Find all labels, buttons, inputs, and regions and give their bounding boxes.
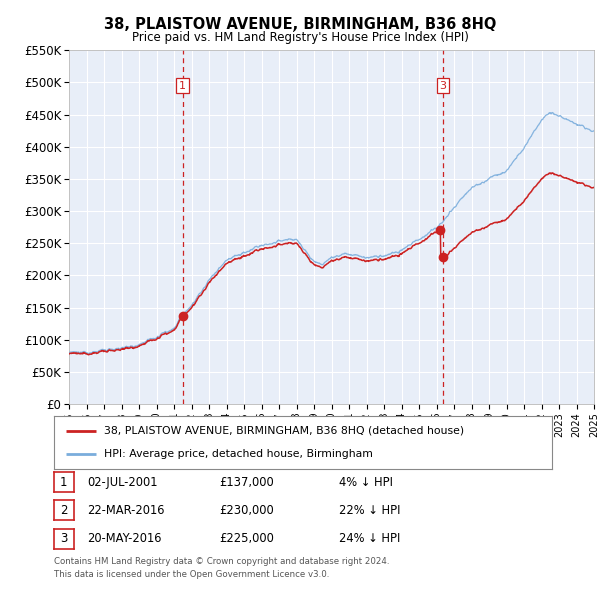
Text: 24% ↓ HPI: 24% ↓ HPI [339, 532, 400, 545]
Text: 02-JUL-2001: 02-JUL-2001 [87, 476, 157, 489]
Text: This data is licensed under the Open Government Licence v3.0.: This data is licensed under the Open Gov… [54, 571, 329, 579]
Text: £230,000: £230,000 [219, 504, 274, 517]
Text: 3: 3 [60, 532, 68, 545]
Text: 38, PLAISTOW AVENUE, BIRMINGHAM, B36 8HQ: 38, PLAISTOW AVENUE, BIRMINGHAM, B36 8HQ [104, 17, 496, 31]
Text: 2: 2 [60, 504, 68, 517]
Text: 22-MAR-2016: 22-MAR-2016 [87, 504, 164, 517]
Text: Price paid vs. HM Land Registry's House Price Index (HPI): Price paid vs. HM Land Registry's House … [131, 31, 469, 44]
Text: 22% ↓ HPI: 22% ↓ HPI [339, 504, 401, 517]
Text: £225,000: £225,000 [219, 532, 274, 545]
Text: 38, PLAISTOW AVENUE, BIRMINGHAM, B36 8HQ (detached house): 38, PLAISTOW AVENUE, BIRMINGHAM, B36 8HQ… [104, 426, 464, 436]
Text: 1: 1 [179, 81, 186, 90]
Text: 20-MAY-2016: 20-MAY-2016 [87, 532, 161, 545]
Text: 4% ↓ HPI: 4% ↓ HPI [339, 476, 393, 489]
Text: Contains HM Land Registry data © Crown copyright and database right 2024.: Contains HM Land Registry data © Crown c… [54, 558, 389, 566]
Text: 1: 1 [60, 476, 68, 489]
Text: HPI: Average price, detached house, Birmingham: HPI: Average price, detached house, Birm… [104, 449, 373, 459]
Text: 3: 3 [440, 81, 446, 90]
Text: £137,000: £137,000 [219, 476, 274, 489]
